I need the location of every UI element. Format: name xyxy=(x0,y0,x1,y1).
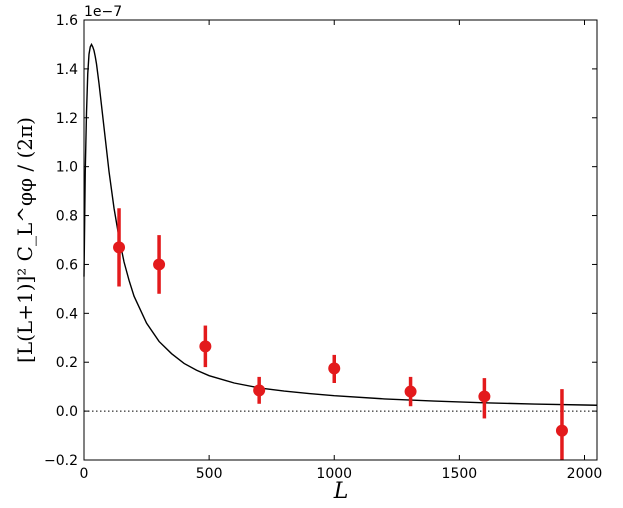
x-tick-label-4: 2000 xyxy=(567,466,603,482)
data-point-3 xyxy=(253,384,266,397)
y-tick-label-0: −0.2 xyxy=(44,453,78,469)
data-point-1 xyxy=(153,258,166,271)
data-point-4 xyxy=(328,362,341,375)
x-axis-label: L xyxy=(333,479,349,504)
plot-frame xyxy=(83,19,598,461)
data-point-7 xyxy=(555,424,568,437)
y-tick-label-5: 0.8 xyxy=(56,209,78,225)
y-axis-multiplier: 1e−7 xyxy=(84,4,122,20)
y-axis-label: [L(L+1)]² C_L^φφ / (2π) xyxy=(13,117,37,363)
plot-area: 0 500 1000 1500 2000 −0.2 0.0 0.2 0.4 0.6 0.8 1.0 1.… xyxy=(44,13,602,482)
x-tick-label-1: 500 xyxy=(196,466,223,482)
y-tick-label-3: 0.4 xyxy=(56,306,78,322)
y-tick-label-2: 0.2 xyxy=(56,355,78,371)
y-tick-label-9: 1.6 xyxy=(56,13,78,29)
y-tick-label-1: 0.0 xyxy=(56,404,78,420)
y-tick-label-8: 1.4 xyxy=(56,62,78,78)
y-tick-label-4: 0.6 xyxy=(56,257,78,273)
x-tick-label-0: 0 xyxy=(80,466,89,482)
data-point-0 xyxy=(113,241,126,254)
data-point-5 xyxy=(404,385,417,398)
x-tick-label-2: 1000 xyxy=(316,466,352,482)
data-point-2 xyxy=(199,340,212,353)
x-tick-label-3: 1500 xyxy=(442,466,478,482)
y-tick-label-6: 1.0 xyxy=(56,160,78,176)
data-point-6 xyxy=(478,390,491,403)
theory-curve xyxy=(83,42,598,406)
y-tick-label-7: 1.2 xyxy=(56,111,78,127)
